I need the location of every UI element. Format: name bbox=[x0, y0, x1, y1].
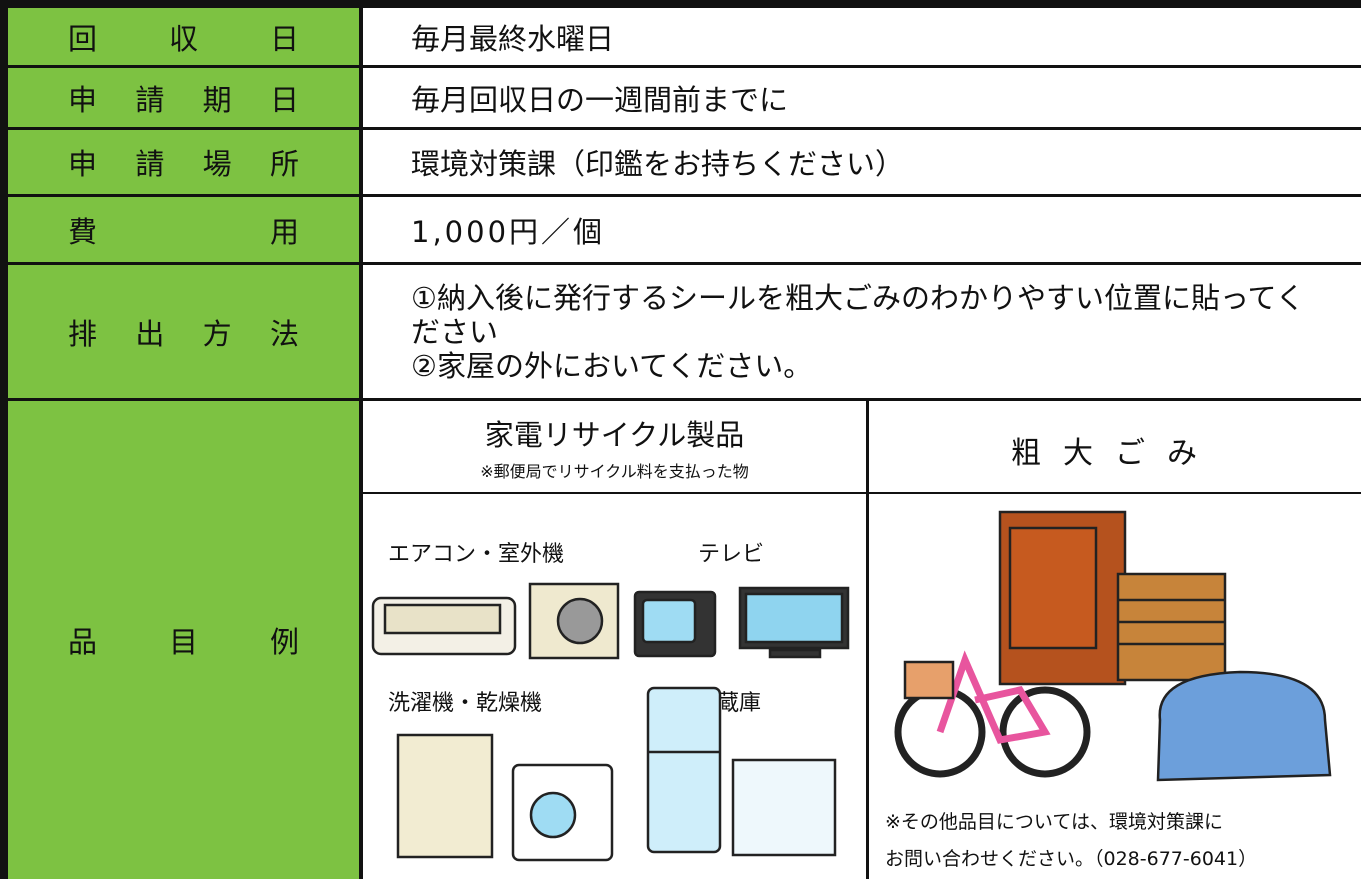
label-cell: 回収日 bbox=[8, 8, 363, 68]
value: 毎月最終水曜日 bbox=[411, 21, 615, 56]
flat-tv bbox=[738, 586, 850, 650]
freezer bbox=[731, 758, 837, 857]
value-cell: 毎月回収日の一週間前までに bbox=[363, 68, 1361, 130]
outdoor-unit bbox=[528, 582, 620, 660]
label: 排出方法 bbox=[68, 316, 299, 351]
wardrobe bbox=[998, 510, 1127, 686]
value-cell: ①納入後に発行するシールを粗大ごみのわかりやすい位置に貼ってください ②家屋の外… bbox=[363, 265, 1361, 401]
bicycle-wheel bbox=[999, 686, 1091, 778]
line: ①納入後に発行するシールを粗大ごみのわかりやすい位置に貼ってください bbox=[411, 280, 1305, 349]
basket bbox=[903, 660, 955, 700]
tv-stand bbox=[768, 648, 822, 659]
line: ②家屋の外においてください。 bbox=[411, 348, 813, 383]
value-lines: ①納入後に発行するシールを粗大ごみのわかりやすい位置に貼ってください ②家屋の外… bbox=[411, 281, 1331, 383]
chest bbox=[1116, 572, 1227, 682]
screen bbox=[744, 592, 844, 644]
left-border bbox=[0, 0, 8, 879]
item-label: 洗濯機・乾燥機 bbox=[388, 691, 543, 716]
dryer bbox=[511, 763, 614, 862]
bulky-note: お問い合わせください。（028-677-6041） bbox=[885, 848, 1258, 870]
value: 1,000円／個 bbox=[411, 214, 606, 249]
divider bbox=[363, 492, 1361, 494]
value: 環境対策課（印鑑をお持ちください） bbox=[411, 147, 905, 181]
label-cell: 費用 bbox=[8, 197, 363, 265]
value-cell: 環境対策課（印鑑をお持ちください） bbox=[363, 130, 1361, 197]
sofa bbox=[1156, 670, 1332, 782]
label-cell: 排出方法 bbox=[8, 265, 363, 401]
ac-grille bbox=[383, 603, 502, 635]
appliance-note: ※郵便局でリサイクル料を支払った物 bbox=[480, 462, 749, 481]
bulky-title: 粗大ごみ bbox=[1011, 436, 1219, 471]
item-label: テレビ bbox=[698, 542, 765, 567]
bulky-note: ※その他品目については、環境対策課に bbox=[885, 811, 1223, 833]
label-cell: 品目例 bbox=[8, 401, 363, 879]
item-label: エアコン・室外機 bbox=[388, 542, 565, 567]
bicycle-frame bbox=[936, 650, 1051, 744]
item-label: 冷蔵庫 bbox=[695, 691, 762, 716]
screen bbox=[641, 598, 697, 644]
label: 品目例 bbox=[68, 625, 299, 659]
label: 回収日 bbox=[68, 21, 299, 56]
label-cell: 申請場所 bbox=[8, 130, 363, 197]
bicycle-wheel bbox=[894, 686, 986, 778]
value-cell: 1,000円／個 bbox=[363, 197, 1361, 265]
label: 費用 bbox=[68, 214, 299, 249]
appliance-title: 家電リサイクル製品 bbox=[484, 418, 745, 452]
label-cell: 申請期日 bbox=[8, 68, 363, 130]
value: 毎月回収日の一週間前までに bbox=[411, 82, 789, 117]
air-conditioner bbox=[371, 596, 517, 656]
top-border bbox=[0, 0, 1361, 8]
crt-tv bbox=[633, 590, 717, 658]
divider bbox=[866, 401, 869, 879]
washer bbox=[396, 733, 494, 859]
wardrobe-door bbox=[1008, 526, 1098, 650]
label: 申請場所 bbox=[68, 147, 299, 181]
label: 申請期日 bbox=[68, 82, 299, 117]
value-cell: 毎月最終水曜日 bbox=[363, 8, 1361, 68]
dryer-window bbox=[529, 791, 577, 839]
fan bbox=[556, 597, 604, 645]
